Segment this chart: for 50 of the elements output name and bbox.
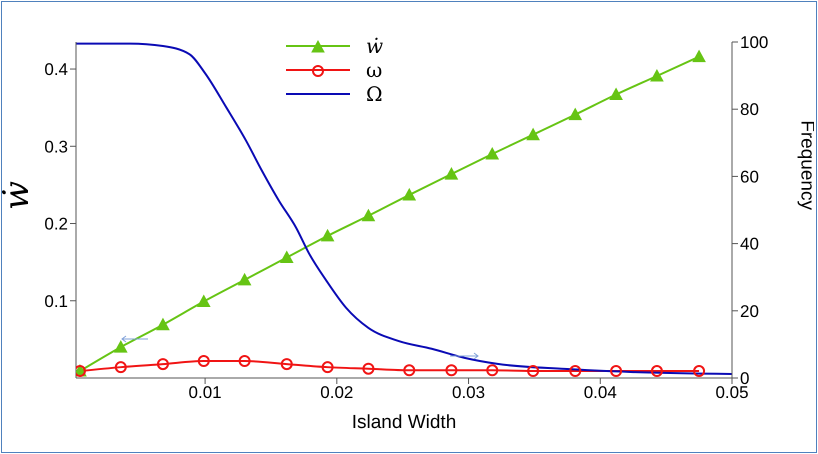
legend-label: ẇ xyxy=(366,34,384,58)
y-tick-label: 0.1 xyxy=(44,292,68,311)
point xyxy=(569,365,582,378)
point xyxy=(114,361,127,374)
y2-tick-label: 20 xyxy=(740,302,759,321)
point xyxy=(198,355,210,368)
point xyxy=(362,362,374,375)
x-axis-title: Island Width xyxy=(352,412,456,433)
point xyxy=(610,88,623,100)
x-tick-label: 0.02 xyxy=(320,383,354,402)
point xyxy=(402,188,416,200)
point xyxy=(238,273,252,286)
y-axis-title: ẇ xyxy=(0,180,38,210)
point xyxy=(362,209,375,222)
point xyxy=(650,365,663,378)
point xyxy=(610,365,622,378)
point xyxy=(403,364,416,376)
point xyxy=(486,364,498,376)
y-tick-label: 0.2 xyxy=(44,214,68,234)
point xyxy=(526,128,540,140)
point xyxy=(650,69,664,82)
point xyxy=(280,358,293,370)
x-tick-label: 0.04 xyxy=(584,383,617,402)
point xyxy=(486,148,499,160)
point xyxy=(445,364,458,376)
point xyxy=(527,365,540,378)
point xyxy=(114,340,128,353)
point xyxy=(156,358,169,370)
x-tick-label: 0.03 xyxy=(452,383,486,402)
legend-label: ω xyxy=(366,58,382,82)
y-tick-label: 0.4 xyxy=(44,60,68,80)
y2-tick-label: 80 xyxy=(740,100,759,120)
x-tick-label: 0.01 xyxy=(188,383,222,402)
point xyxy=(280,251,294,264)
y2-tick-label: 40 xyxy=(740,234,759,254)
point xyxy=(692,50,706,62)
point xyxy=(444,168,458,180)
y-tick-label: 0.3 xyxy=(44,137,68,156)
y2-tick-label: 60 xyxy=(740,167,759,186)
point xyxy=(568,108,582,120)
y2-tick-label: 100 xyxy=(740,33,768,52)
point xyxy=(156,318,170,330)
point xyxy=(321,229,334,242)
x-tick-label: 0.05 xyxy=(715,383,749,402)
y2-axis-title: Frequency xyxy=(796,120,818,210)
point xyxy=(322,361,334,374)
point xyxy=(238,355,251,368)
point xyxy=(197,295,210,308)
legend-label: Ω xyxy=(366,82,383,106)
point xyxy=(693,365,706,378)
